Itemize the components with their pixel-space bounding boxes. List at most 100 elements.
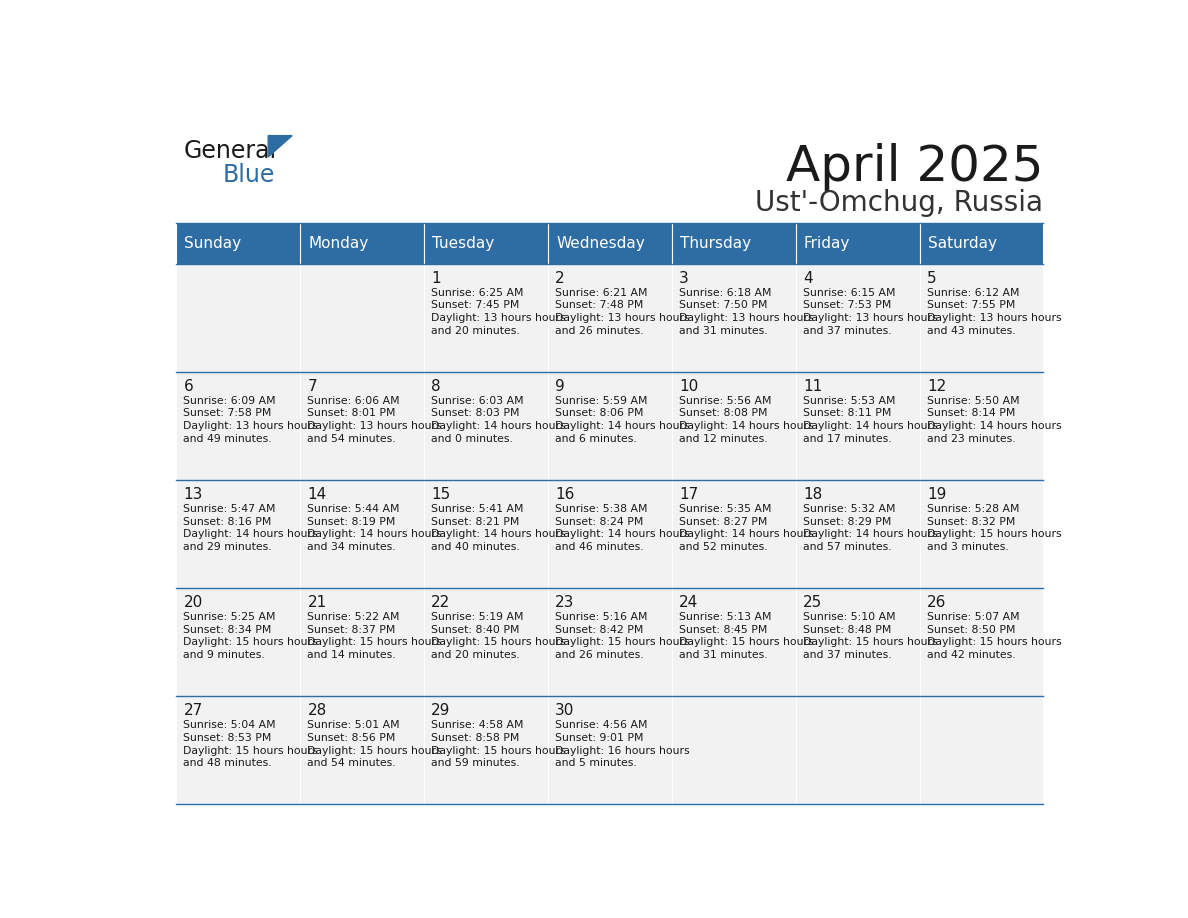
Text: Daylight: 13 hours hours: Daylight: 13 hours hours xyxy=(431,313,565,323)
Bar xyxy=(301,263,424,372)
Text: and 54 minutes.: and 54 minutes. xyxy=(308,758,396,768)
Text: Sunset: 7:45 PM: Sunset: 7:45 PM xyxy=(431,300,519,310)
Bar xyxy=(301,696,424,804)
Text: Sunset: 8:06 PM: Sunset: 8:06 PM xyxy=(555,409,644,419)
Text: Sunset: 8:08 PM: Sunset: 8:08 PM xyxy=(680,409,767,419)
Bar xyxy=(920,263,1043,372)
Bar xyxy=(920,696,1043,804)
Text: 4: 4 xyxy=(803,271,813,285)
Text: Sunrise: 6:25 AM: Sunrise: 6:25 AM xyxy=(431,287,524,297)
Text: Sunrise: 5:41 AM: Sunrise: 5:41 AM xyxy=(431,504,524,514)
Text: 20: 20 xyxy=(183,595,203,610)
Text: Sunset: 7:55 PM: Sunset: 7:55 PM xyxy=(927,300,1016,310)
Text: April 2025: April 2025 xyxy=(786,142,1043,191)
Text: Sunrise: 5:35 AM: Sunrise: 5:35 AM xyxy=(680,504,771,514)
Text: Sunrise: 5:32 AM: Sunrise: 5:32 AM xyxy=(803,504,896,514)
Bar xyxy=(301,480,424,588)
Text: 10: 10 xyxy=(680,379,699,394)
Bar xyxy=(548,372,671,480)
Text: Sunrise: 5:44 AM: Sunrise: 5:44 AM xyxy=(308,504,400,514)
Text: 27: 27 xyxy=(183,703,203,718)
Text: and 5 minutes.: and 5 minutes. xyxy=(555,758,637,768)
Text: Daylight: 15 hours hours: Daylight: 15 hours hours xyxy=(431,745,565,756)
Text: 15: 15 xyxy=(431,487,450,502)
Text: Daylight: 14 hours hours: Daylight: 14 hours hours xyxy=(555,530,690,540)
Text: Sunset: 8:34 PM: Sunset: 8:34 PM xyxy=(183,625,272,634)
Text: Sunset: 8:40 PM: Sunset: 8:40 PM xyxy=(431,625,520,634)
Text: and 52 minutes.: and 52 minutes. xyxy=(680,542,767,552)
Bar xyxy=(176,263,301,372)
Bar xyxy=(424,480,548,588)
Text: Sunset: 7:50 PM: Sunset: 7:50 PM xyxy=(680,300,767,310)
Text: and 29 minutes.: and 29 minutes. xyxy=(183,542,272,552)
Text: Daylight: 15 hours hours: Daylight: 15 hours hours xyxy=(308,745,442,756)
Bar xyxy=(548,588,671,696)
Bar xyxy=(796,696,920,804)
Text: and 40 minutes.: and 40 minutes. xyxy=(431,542,520,552)
Text: Daylight: 15 hours hours: Daylight: 15 hours hours xyxy=(927,530,1062,540)
Polygon shape xyxy=(268,136,292,157)
Text: Sunrise: 6:12 AM: Sunrise: 6:12 AM xyxy=(927,287,1019,297)
Bar xyxy=(671,588,796,696)
Text: 3: 3 xyxy=(680,271,689,285)
Bar xyxy=(424,372,548,480)
Text: 2: 2 xyxy=(555,271,564,285)
Text: and 14 minutes.: and 14 minutes. xyxy=(308,650,396,660)
Text: Ust'-Omchug, Russia: Ust'-Omchug, Russia xyxy=(756,189,1043,218)
Text: Sunrise: 5:25 AM: Sunrise: 5:25 AM xyxy=(183,612,276,622)
Bar xyxy=(920,372,1043,480)
Text: 13: 13 xyxy=(183,487,203,502)
Bar xyxy=(796,588,920,696)
Text: 19: 19 xyxy=(927,487,947,502)
Bar xyxy=(796,372,920,480)
Text: 11: 11 xyxy=(803,379,822,394)
Text: 16: 16 xyxy=(555,487,575,502)
Text: and 12 minutes.: and 12 minutes. xyxy=(680,434,767,444)
Bar xyxy=(176,696,301,804)
Text: 12: 12 xyxy=(927,379,946,394)
Text: 22: 22 xyxy=(431,595,450,610)
Text: and 3 minutes.: and 3 minutes. xyxy=(927,542,1009,552)
Text: Daylight: 13 hours hours: Daylight: 13 hours hours xyxy=(183,421,318,431)
Text: Daylight: 14 hours hours: Daylight: 14 hours hours xyxy=(431,530,565,540)
Bar xyxy=(176,480,301,588)
Bar xyxy=(671,223,796,263)
Text: 6: 6 xyxy=(183,379,194,394)
Text: and 0 minutes.: and 0 minutes. xyxy=(431,434,513,444)
Text: Daylight: 15 hours hours: Daylight: 15 hours hours xyxy=(555,637,690,647)
Text: 29: 29 xyxy=(431,703,450,718)
Text: Sunset: 8:50 PM: Sunset: 8:50 PM xyxy=(927,625,1016,634)
Text: Daylight: 15 hours hours: Daylight: 15 hours hours xyxy=(927,637,1062,647)
Text: Sunset: 8:53 PM: Sunset: 8:53 PM xyxy=(183,733,272,743)
Text: Daylight: 14 hours hours: Daylight: 14 hours hours xyxy=(555,421,690,431)
Text: Daylight: 15 hours hours: Daylight: 15 hours hours xyxy=(183,637,318,647)
Text: Sunset: 8:32 PM: Sunset: 8:32 PM xyxy=(927,517,1016,527)
Text: Sunday: Sunday xyxy=(184,236,241,251)
Text: 7: 7 xyxy=(308,379,317,394)
Text: Saturday: Saturday xyxy=(928,236,997,251)
Text: Sunset: 7:48 PM: Sunset: 7:48 PM xyxy=(555,300,644,310)
Text: and 31 minutes.: and 31 minutes. xyxy=(680,650,767,660)
Text: 14: 14 xyxy=(308,487,327,502)
Text: Daylight: 15 hours hours: Daylight: 15 hours hours xyxy=(308,637,442,647)
Text: Sunrise: 5:56 AM: Sunrise: 5:56 AM xyxy=(680,396,771,406)
Text: Daylight: 14 hours hours: Daylight: 14 hours hours xyxy=(803,530,937,540)
Text: Sunset: 8:58 PM: Sunset: 8:58 PM xyxy=(431,733,519,743)
Text: Thursday: Thursday xyxy=(680,236,751,251)
Text: Daylight: 13 hours hours: Daylight: 13 hours hours xyxy=(680,313,814,323)
Text: and 42 minutes.: and 42 minutes. xyxy=(927,650,1016,660)
Text: Daylight: 15 hours hours: Daylight: 15 hours hours xyxy=(183,745,318,756)
Text: Daylight: 15 hours hours: Daylight: 15 hours hours xyxy=(431,637,565,647)
Text: Sunrise: 6:06 AM: Sunrise: 6:06 AM xyxy=(308,396,400,406)
Text: Sunrise: 5:19 AM: Sunrise: 5:19 AM xyxy=(431,612,524,622)
Text: Sunrise: 5:16 AM: Sunrise: 5:16 AM xyxy=(555,612,647,622)
Text: Daylight: 15 hours hours: Daylight: 15 hours hours xyxy=(803,637,937,647)
Text: 24: 24 xyxy=(680,595,699,610)
Bar xyxy=(671,696,796,804)
Bar xyxy=(548,263,671,372)
Text: Daylight: 14 hours hours: Daylight: 14 hours hours xyxy=(927,421,1062,431)
Text: 1: 1 xyxy=(431,271,441,285)
Text: Daylight: 13 hours hours: Daylight: 13 hours hours xyxy=(803,313,937,323)
Text: Daylight: 14 hours hours: Daylight: 14 hours hours xyxy=(680,530,814,540)
Text: Sunrise: 6:15 AM: Sunrise: 6:15 AM xyxy=(803,287,896,297)
